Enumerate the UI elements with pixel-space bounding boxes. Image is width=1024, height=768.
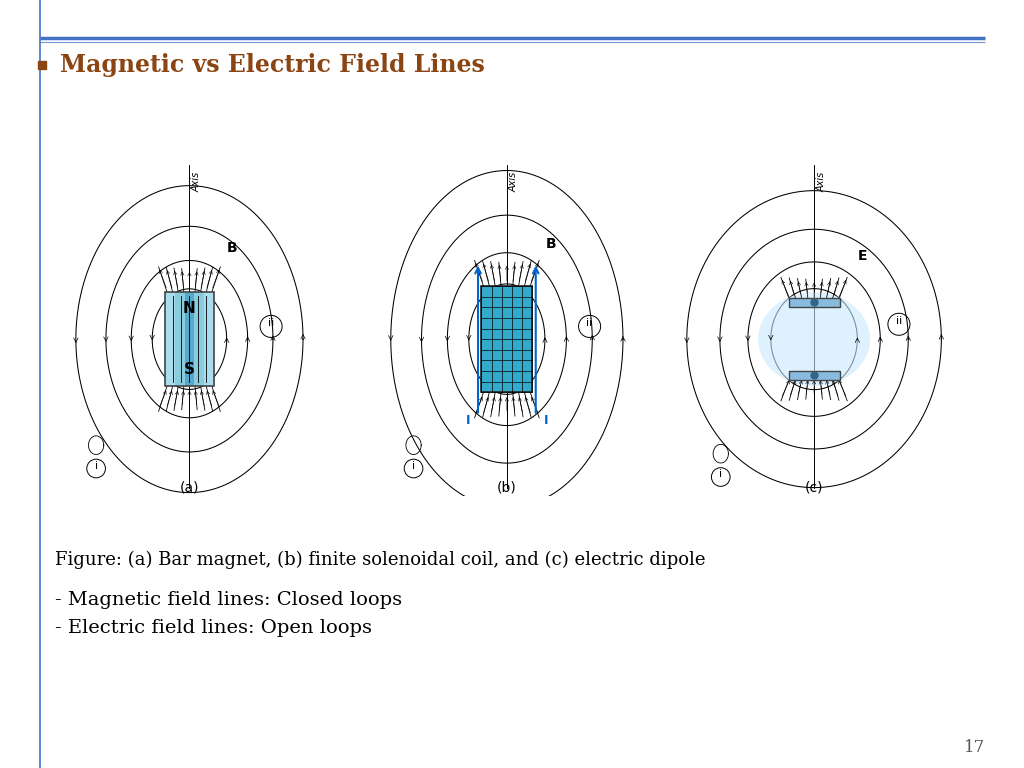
Bar: [788, 371, 840, 380]
Bar: [165, 293, 175, 386]
Bar: [788, 298, 840, 307]
Text: B: B: [546, 237, 557, 250]
Bar: [204, 293, 214, 386]
Text: ii: ii: [587, 319, 593, 329]
Text: (a): (a): [179, 481, 200, 495]
Bar: [481, 286, 532, 392]
Text: E: E: [858, 250, 867, 263]
Text: B: B: [226, 241, 238, 255]
Ellipse shape: [758, 293, 870, 386]
Text: Axis: Axis: [816, 171, 826, 192]
Text: (b): (b): [497, 481, 517, 495]
Bar: [165, 293, 214, 386]
Text: ii: ii: [896, 316, 902, 326]
Bar: [184, 293, 195, 386]
Text: - Electric field lines: Open loops: - Electric field lines: Open loops: [55, 619, 372, 637]
Text: i: i: [94, 461, 97, 471]
Text: i: i: [719, 469, 722, 479]
Text: Magnetic vs Electric Field Lines: Magnetic vs Electric Field Lines: [60, 53, 485, 77]
Text: S: S: [184, 362, 195, 377]
Text: I: I: [466, 414, 470, 427]
Text: Figure: (a) Bar magnet, (b) finite solenoidal coil, and (c) electric dipole: Figure: (a) Bar magnet, (b) finite solen…: [55, 551, 706, 569]
Text: i: i: [412, 461, 415, 471]
Text: (c): (c): [805, 481, 823, 495]
Text: 17: 17: [964, 739, 985, 756]
Text: Axis: Axis: [509, 171, 519, 192]
Text: Axis: Axis: [191, 171, 202, 192]
Text: N: N: [183, 301, 196, 316]
Bar: [175, 293, 184, 386]
Text: - Magnetic field lines: Closed loops: - Magnetic field lines: Closed loops: [55, 591, 402, 609]
Bar: [195, 293, 204, 386]
Text: I: I: [544, 414, 548, 427]
Text: ii: ii: [268, 319, 274, 329]
